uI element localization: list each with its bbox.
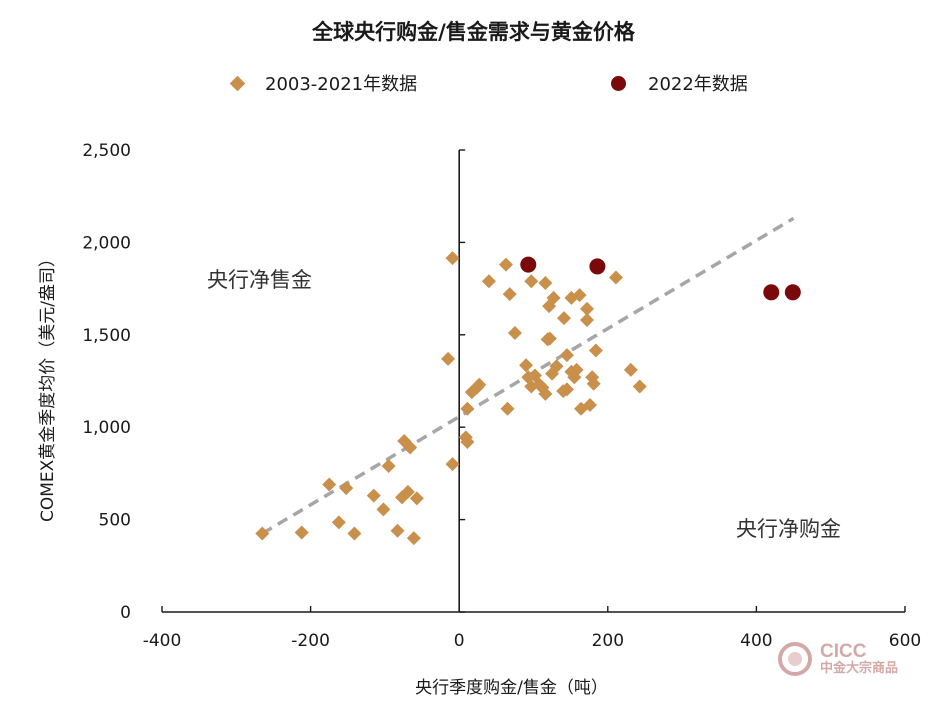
x-tick-label: 400	[740, 631, 772, 651]
data-point-2003-2021	[481, 274, 496, 289]
legend-item-2022: 2022年数据	[611, 70, 748, 96]
y-tick-label: 1,000	[82, 418, 131, 438]
data-point-2003-2021	[559, 382, 574, 397]
data-point-2003-2021	[255, 526, 270, 541]
data-point-2003-2021	[441, 351, 456, 366]
data-point-2003-2021	[588, 343, 603, 358]
annotation-net-buying: 央行净购金	[736, 517, 841, 541]
data-point-2003-2021	[507, 325, 522, 340]
legend-item-historical: 2003-2021年数据	[229, 70, 418, 96]
data-point-2003-2021	[524, 274, 539, 289]
data-point-2003-2021	[569, 362, 584, 377]
cicc-logo-icon	[778, 642, 812, 676]
data-point-2003-2021	[322, 477, 337, 492]
watermark-subtitle: 中金大宗商品	[820, 661, 899, 677]
annotation-net-selling: 央行净售金	[207, 268, 312, 292]
data-point-2003-2021	[366, 488, 381, 503]
watermark-brand: CICC	[820, 641, 867, 663]
data-point-2003-2021	[632, 379, 647, 394]
y-tick-label: 500	[99, 511, 131, 531]
data-point-2003-2021	[409, 491, 424, 506]
data-point-2003-2021	[572, 288, 587, 303]
data-point-2003-2021	[460, 401, 475, 416]
data-point-2003-2021	[623, 362, 638, 377]
data-point-2022	[589, 258, 606, 275]
data-point-2003-2021	[445, 251, 460, 266]
data-point-2003-2021	[339, 481, 354, 496]
data-point-2003-2021	[376, 502, 391, 517]
data-point-2003-2021	[445, 457, 460, 472]
data-point-2022	[784, 284, 801, 301]
data-point-2003-2021	[538, 276, 553, 291]
x-tick-label: -200	[291, 631, 330, 651]
data-point-2003-2021	[472, 377, 487, 392]
data-point-2003-2021	[546, 290, 561, 305]
data-point-2003-2021	[582, 398, 597, 413]
data-point-2003-2021	[499, 257, 514, 272]
data-point-2003-2021	[556, 311, 571, 326]
y-tick-label: 2,000	[82, 233, 131, 253]
data-point-2003-2021	[549, 359, 564, 374]
data-point-2003-2021	[559, 348, 574, 363]
chart-title: 全球央行购金/售金需求与黄金价格	[312, 20, 635, 44]
data-point-2003-2021	[586, 376, 601, 391]
data-point-2003-2021	[542, 331, 557, 346]
x-axis-title: 央行季度购金/售金（吨）	[415, 678, 608, 698]
data-point-2003-2021	[538, 386, 553, 401]
x-tick-label: 600	[889, 631, 921, 651]
x-tick-label: 0	[454, 631, 465, 651]
y-tick-label: 2,500	[82, 141, 131, 161]
data-point-2003-2021	[500, 401, 515, 416]
data-point-2003-2021	[579, 301, 594, 316]
y-tick-label: 0	[120, 603, 131, 623]
legend-label-historical: 2003-2021年数据	[265, 74, 418, 95]
legend-circle-marker	[611, 75, 626, 91]
x-tick-label: 200	[592, 631, 624, 651]
data-point-2003-2021	[608, 270, 623, 285]
y-tick-label: 1,500	[82, 326, 131, 346]
data-point-2003-2021	[294, 525, 309, 540]
data-point-2003-2021	[579, 313, 594, 328]
data-point-2003-2021	[390, 523, 405, 538]
data-point-2003-2021	[502, 287, 517, 302]
data-point-2003-2021	[331, 515, 346, 530]
data-point-2003-2021	[347, 526, 362, 541]
data-point-2022	[763, 284, 780, 301]
data-point-2003-2021	[460, 434, 475, 449]
data-point-2003-2021	[400, 484, 415, 499]
y-axis-title: COMEX黄金季度均价（美元/盎司）	[38, 250, 58, 522]
data-point-2003-2021	[381, 459, 396, 474]
data-point-2003-2021	[403, 440, 418, 455]
data-point-2003-2021	[519, 358, 534, 373]
x-tick-label: -400	[143, 631, 182, 651]
data-point-2022	[520, 256, 537, 273]
cicc-watermark: CICC 中金大宗商品	[778, 642, 898, 676]
legend-label-2022: 2022年数据	[648, 74, 748, 95]
data-point-2003-2021	[406, 531, 421, 546]
